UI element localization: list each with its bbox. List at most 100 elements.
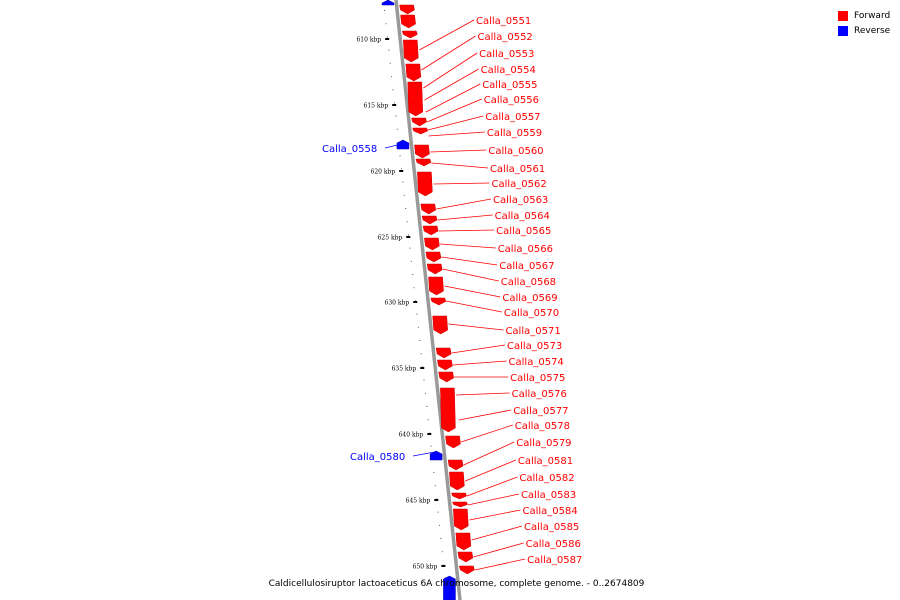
forward-gene-arrow <box>428 276 444 296</box>
scale-minor-tick <box>388 49 390 51</box>
scale-minor-tick <box>416 313 418 315</box>
forward-gene-label: Calla_0579 <box>516 438 571 449</box>
scale-tick-mark <box>427 433 432 435</box>
forward-gene-label: Calla_0574 <box>509 357 564 368</box>
forward-swatch <box>838 10 848 21</box>
forward-gene-label: Calla_0582 <box>519 473 574 484</box>
forward-label-leader <box>441 256 498 266</box>
forward-label-leader <box>465 459 517 482</box>
scale-minor-tick <box>391 76 393 77</box>
forward-label-leader <box>471 525 523 541</box>
scale-tick-label: 645 kbp <box>406 498 431 505</box>
scale-minor-tick <box>423 379 425 381</box>
forward-label-leader <box>427 115 484 131</box>
forward-label-leader <box>419 19 475 51</box>
scale-tick-label: 635 kbp <box>392 366 417 373</box>
scale-minor-tick <box>396 128 398 130</box>
scale-minor-tick <box>406 221 408 223</box>
forward-label-leader <box>424 68 479 101</box>
forward-gene-label: Calla_0559 <box>487 128 542 139</box>
scale-minor-tick <box>389 62 391 64</box>
forward-gene-arrow <box>445 435 461 449</box>
forward-label-leader <box>474 558 526 571</box>
scale-tick-label: 615 kbp <box>364 103 389 110</box>
forward-gene-label: Calla_0583 <box>521 490 576 501</box>
forward-gene-label: Calla_0573 <box>507 341 562 352</box>
forward-gene-label: Calla_0570 <box>504 308 559 319</box>
reverse-label-leader <box>412 451 435 457</box>
forward-label-leader <box>469 509 521 521</box>
forward-gene-label: Calla_0560 <box>488 146 543 157</box>
forward-label-leader <box>452 360 507 366</box>
forward-label-leader <box>461 424 513 443</box>
forward-gene-arrow <box>437 359 453 371</box>
forward-gene-label: Calla_0586 <box>526 539 581 550</box>
scale-minor-tick <box>424 392 426 394</box>
scale-minor-tick <box>408 234 410 236</box>
scale-minor-tick <box>420 353 422 355</box>
forward-gene-label: Calla_0551 <box>476 16 531 27</box>
forward-gene-arrow <box>447 459 464 471</box>
forward-gene-label: Calla_0569 <box>502 293 557 304</box>
scale-minor-tick <box>437 511 439 513</box>
forward-gene-label: Calla_0552 <box>478 32 533 43</box>
reverse-swatch <box>838 25 848 36</box>
scale-tick-label: 625 kbp <box>378 235 403 242</box>
forward-gene-arrow <box>415 158 432 167</box>
scale-minor-tick <box>400 168 402 170</box>
scale-minor-tick <box>402 181 404 183</box>
forward-gene-label: Calla_0555 <box>482 80 537 91</box>
forward-gene-arrow <box>452 501 468 508</box>
scale-ticks: 610 kbp 615 kbp 620 kbp 625 kbp 630 kbp 635 k… <box>356 10 446 579</box>
forward-label-leader <box>430 149 487 153</box>
forward-gene-label: Calla_0581 <box>518 456 573 467</box>
forward-gene-arrow <box>422 225 439 236</box>
forward-gene-label: Calla_0565 <box>496 226 551 237</box>
forward-gene-arrow <box>453 508 469 531</box>
scale-tick-label: 640 kbp <box>399 432 424 439</box>
scale-minor-tick <box>417 326 419 328</box>
scale-tick-label: 610 kbp <box>356 37 381 44</box>
scale-minor-tick <box>440 538 442 539</box>
forward-label-leader <box>444 285 501 298</box>
forward-label-leader <box>446 300 502 313</box>
forward-gene-label: Calla_0584 <box>523 506 578 517</box>
scale-minor-tick <box>436 498 438 500</box>
forward-gene-label: Calla_0587 <box>527 555 582 566</box>
scale-tick-label: 650 kbp <box>413 564 438 571</box>
chromosome-backbone <box>394 0 462 600</box>
forward-label-leader <box>473 542 524 558</box>
scale-minor-tick <box>409 247 411 249</box>
forward-gene-label: Calla_0571 <box>505 326 560 337</box>
scale-minor-tick <box>427 419 429 421</box>
scale-tick-mark <box>413 301 418 303</box>
reverse-gene-arrow <box>396 139 410 150</box>
legend-forward-label: Forward <box>854 10 891 21</box>
legend-forward: Forward <box>838 8 890 23</box>
forward-gene-label: Calla_0585 <box>524 522 579 533</box>
scale-tick-mark <box>420 367 425 369</box>
reverse-gene-arrow <box>381 0 395 6</box>
forward-gene-arrow <box>403 39 419 63</box>
forward-gene-arrow <box>455 532 472 551</box>
legend: Forward Reverse <box>838 8 890 38</box>
scale-minor-tick <box>429 432 431 434</box>
forward-gene-arrow <box>421 215 438 225</box>
forward-label-leader <box>442 268 499 282</box>
scale-minor-tick <box>412 274 414 275</box>
forward-gene-arrow <box>405 63 422 82</box>
scale-minor-tick <box>410 260 412 262</box>
forward-gene-label: Calla_0568 <box>501 277 556 288</box>
reverse-label-leader <box>384 143 402 149</box>
forward-gene-arrow <box>414 144 430 159</box>
forward-gene-label: Calla_0562 <box>492 179 547 190</box>
scale-minor-tick <box>405 208 407 209</box>
forward-label-leader <box>423 52 478 89</box>
gene-features <box>381 0 475 600</box>
forward-gene-arrow <box>407 81 424 117</box>
forward-gene-arrow <box>400 14 416 29</box>
forward-label-leader <box>437 214 493 221</box>
scale-tick-mark <box>392 104 397 106</box>
forward-gene-arrow <box>449 471 465 491</box>
